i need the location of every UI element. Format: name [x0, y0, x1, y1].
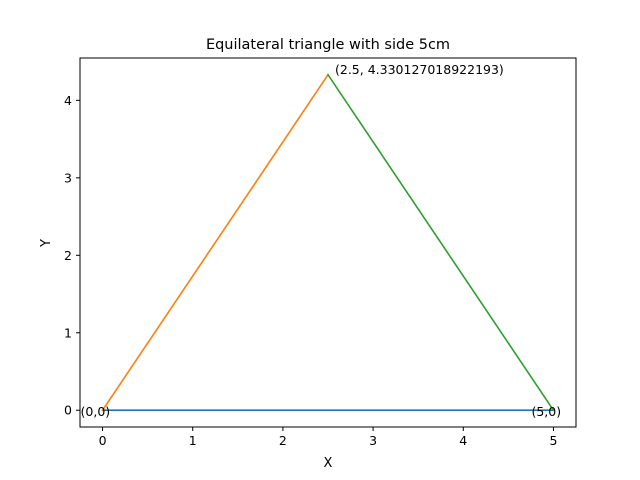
x-tick-label: 2: [279, 433, 287, 448]
x-axis-label: X: [324, 456, 333, 471]
axes-frame: [79, 57, 577, 428]
x-tick-label: 0: [99, 433, 107, 448]
x-tick-label: 1: [189, 433, 197, 448]
y-tick-label: 2: [64, 248, 72, 263]
series-line-3: [326, 73, 555, 412]
x-tick-label: 5: [549, 433, 557, 448]
annotation-label: (2.5, 4.330127018922193): [335, 62, 504, 77]
series-line-2: [101, 73, 330, 412]
chart-title: Equilateral triangle with side 5cm: [206, 37, 450, 53]
annotation-label: (0,0): [81, 404, 111, 419]
y-tick-label: 0: [64, 403, 72, 418]
plot-area: 0 1 2 3 4 5 0 1 2 3 4 (0,0) (5,0) (2.5, 4.33012701892…: [64, 57, 577, 448]
annotation-label: (5,0): [531, 404, 561, 419]
x-tick-label: 4: [459, 433, 467, 448]
x-tick-label: 3: [369, 433, 377, 448]
y-tick-label: 3: [64, 170, 72, 185]
y-tick-label: 4: [64, 93, 72, 108]
y-axis-label: Y: [39, 239, 54, 248]
y-tick-label: 1: [64, 325, 72, 340]
